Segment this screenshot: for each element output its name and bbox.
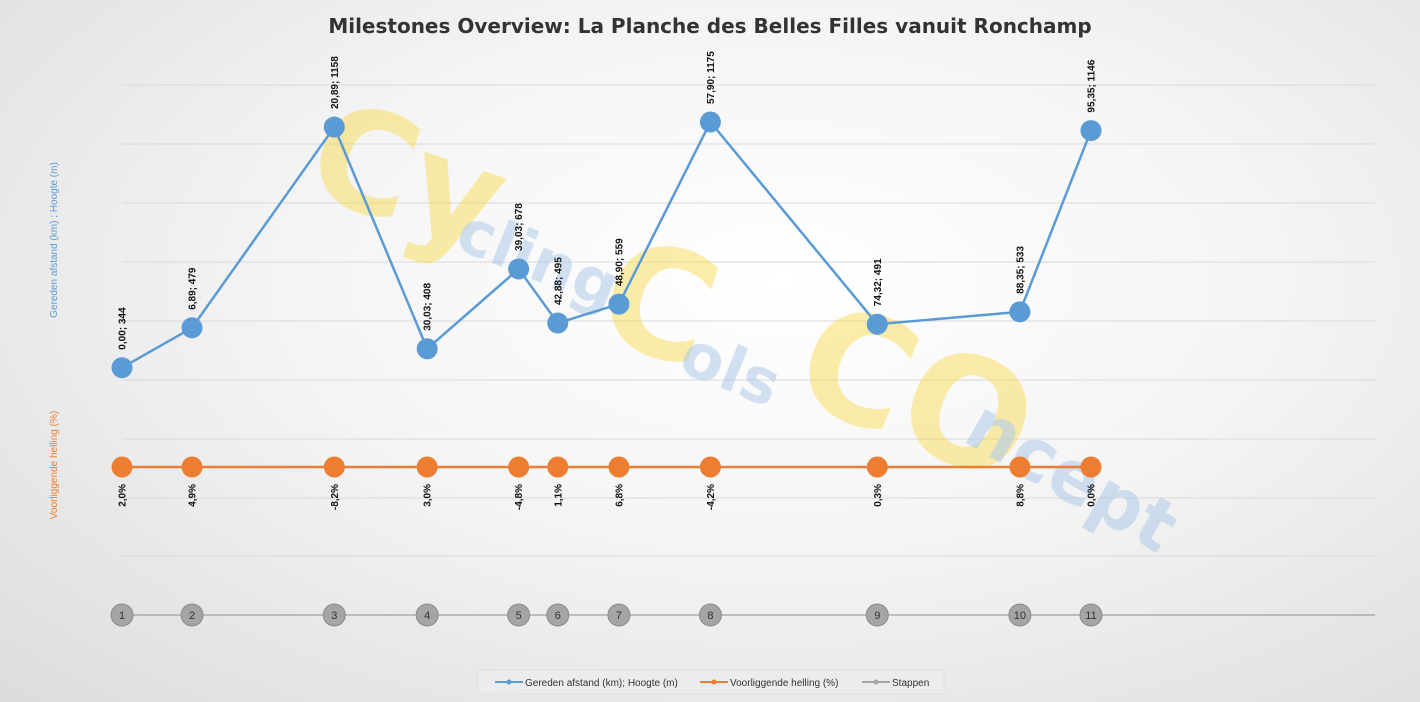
legend-label-steps: Stappen (892, 678, 929, 689)
gradient-point (547, 456, 569, 478)
elevation-data-label: 0,00; 344 (118, 307, 129, 350)
steps-label: 3 (331, 610, 337, 622)
gradient-data-label: 2,0% (118, 484, 129, 507)
elevation-data-label: 42,88; 495 (553, 257, 564, 305)
gradient-point (608, 456, 630, 478)
legend: Gereden afstand (km); Hoogte (m) Voorlig… (477, 669, 945, 695)
steps-label: 4 (424, 610, 430, 622)
chart-title: Milestones Overview: La Planche des Bell… (328, 14, 1091, 38)
gradient-data-label: 6,8% (614, 484, 625, 507)
elevation-point (608, 293, 630, 315)
gradient-point (1009, 456, 1031, 478)
elevation-data-label: 57,90; 1175 (706, 51, 717, 104)
legend-marker-gradient (711, 679, 717, 685)
elevation-data-label: 95,35; 1146 (1087, 59, 1098, 112)
gradient-data-label: 3,0% (423, 484, 434, 507)
elevation-point (1080, 120, 1102, 142)
steps-label: 10 (1014, 610, 1026, 622)
y-axis-label-gradient: Voorliggende helling (%) (49, 411, 60, 519)
steps-label: 11 (1085, 610, 1096, 622)
steps-point (1079, 603, 1103, 627)
legend-marker-elevation (506, 679, 512, 685)
steps-label: 2 (189, 610, 195, 622)
elevation-point (508, 258, 530, 280)
gradient-point (1080, 456, 1102, 478)
steps-point (698, 603, 722, 627)
gradient-data-label: 0,0% (1087, 484, 1098, 507)
steps-point (110, 603, 134, 627)
gradient-data-label: 4,9% (188, 484, 199, 507)
series-elevation: 0,00; 344 6,89; 479 20,89; 1158 30,03; 408 3… (111, 51, 1102, 379)
legend-label-gradient: Voorliggende helling (%) (730, 678, 838, 689)
elevation-data-label: 48,90; 559 (614, 238, 625, 286)
gradient-point (416, 456, 438, 478)
gradient-data-label: -4,8% (514, 484, 525, 510)
gradient-data-label: -4,2% (706, 484, 717, 510)
elevation-point (181, 317, 203, 339)
steps-point (865, 603, 889, 627)
elevation-data-label: 30,03; 408 (423, 283, 434, 331)
steps-label: 8 (707, 610, 713, 622)
steps-label: 5 (516, 610, 522, 622)
elevation-data-label: 6,89; 479 (188, 267, 199, 310)
y-axis-label-elevation: Gereden afstand (km) ; Hoogte (m) (49, 162, 60, 318)
elevation-data-label: 20,89; 1158 (330, 56, 341, 109)
steps-point (415, 603, 439, 627)
legend-marker-steps (873, 679, 879, 685)
steps-point (322, 603, 346, 627)
elevation-point (547, 312, 569, 334)
steps-point (1008, 603, 1032, 627)
series-steps: 1 2 3 4 5 6 7 8 9 10 11 (110, 603, 1375, 627)
gradient-point (181, 456, 203, 478)
elevation-point (1009, 301, 1031, 323)
elevation-data-label: 39,03; 678 (514, 203, 525, 251)
steps-label: 6 (555, 610, 561, 622)
gradient-point (323, 456, 345, 478)
elevation-point (866, 313, 888, 335)
legend-label-elevation: Gereden afstand (km); Hoogte (m) (525, 678, 678, 689)
elevation-point (323, 116, 345, 138)
elevation-point (699, 111, 721, 133)
gradient-data-label: 1,1% (553, 484, 564, 507)
steps-label: 9 (874, 610, 880, 622)
steps-label: 1 (119, 610, 125, 622)
gridlines (122, 84, 1375, 557)
steps-point (546, 603, 570, 627)
series-gradient: 2,0% 4,9% -8,2% 3,0% -4,8% 1,1% 6,8% -4,2% 0,3% 8… (111, 456, 1102, 510)
steps-label: 7 (616, 610, 622, 622)
gradient-point (699, 456, 721, 478)
elevation-point (111, 357, 133, 379)
elevation-data-label: 88,35; 533 (1015, 246, 1026, 294)
gradient-data-label: 8,8% (1015, 484, 1026, 507)
gradient-data-label: 0,3% (873, 484, 884, 507)
steps-point (607, 603, 631, 627)
steps-point (180, 603, 204, 627)
elevation-data-label: 74,32; 491 (873, 258, 884, 306)
gradient-data-label: -8,2% (330, 484, 341, 510)
gradient-point (508, 456, 530, 478)
gradient-point (111, 456, 133, 478)
elevation-point (416, 338, 438, 360)
gradient-point (866, 456, 888, 478)
steps-point (507, 603, 531, 627)
